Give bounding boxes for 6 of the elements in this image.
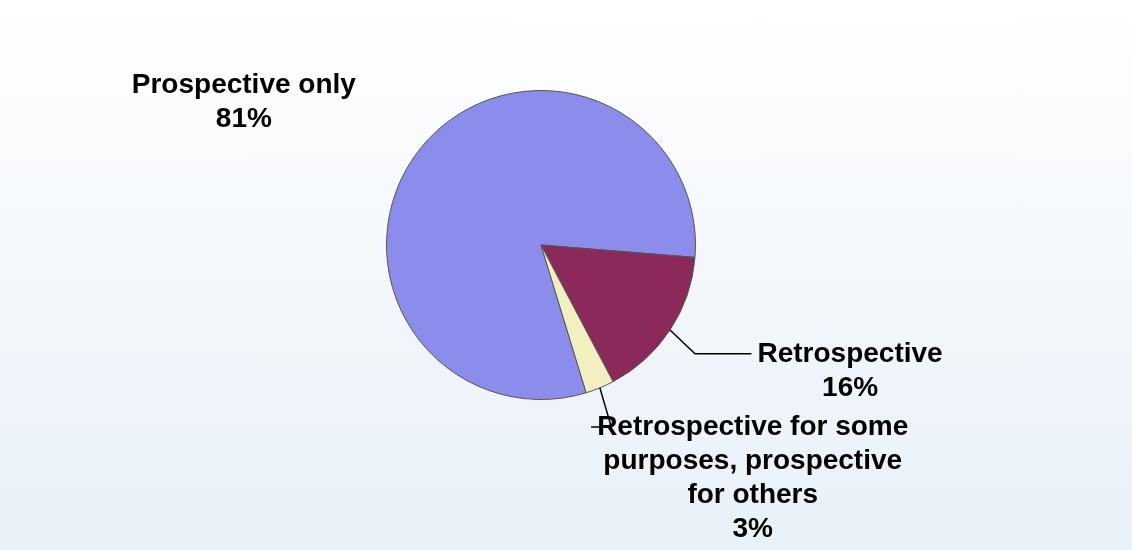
data-label: 16% (822, 370, 879, 402)
slice-label: Prospective only (131, 67, 357, 99)
data-label: 3% (732, 511, 774, 543)
slice-label: Retrospective (757, 336, 943, 368)
slice-label: Retrospective for some purposes, prospective for others (597, 409, 909, 509)
data-label: 81% (215, 101, 272, 133)
